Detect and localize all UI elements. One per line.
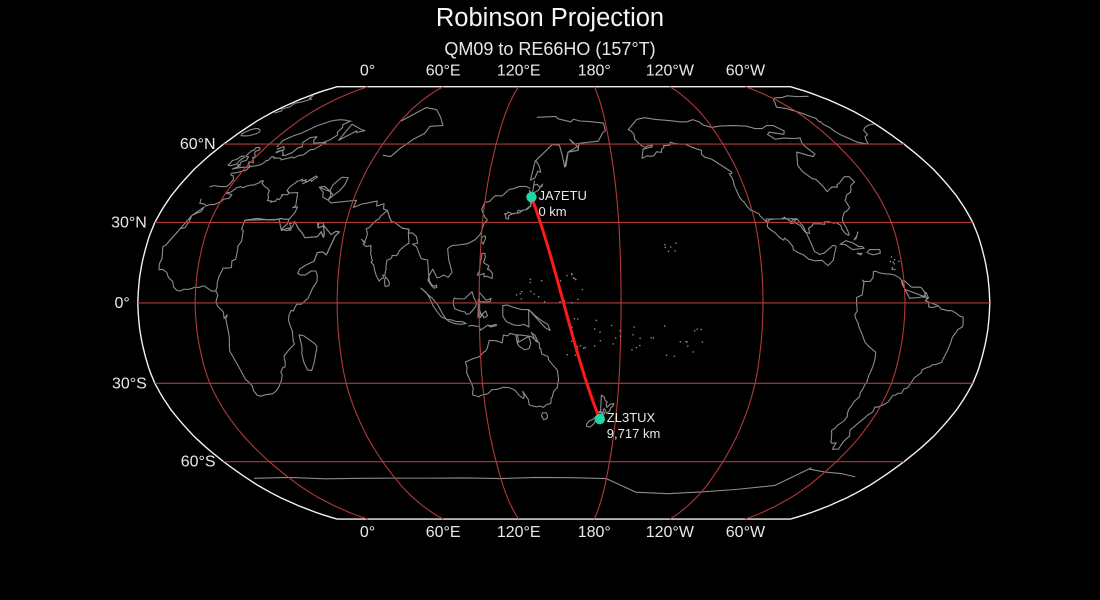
svg-text:60°W: 60°W [726,63,766,80]
svg-text:0°: 0° [115,295,130,312]
svg-text:30°N: 30°N [111,214,147,231]
svg-text:JA7ETU: JA7ETU [538,188,586,203]
svg-text:120°E: 120°E [497,524,541,541]
svg-text:60°W: 60°W [726,524,766,541]
svg-text:180°: 180° [578,524,611,541]
svg-text:0°: 0° [360,524,375,541]
svg-text:60°S: 60°S [181,454,216,471]
svg-text:60°E: 60°E [426,63,461,80]
svg-text:180°: 180° [578,63,611,80]
svg-text:30°S: 30°S [112,375,147,392]
svg-text:0 km: 0 km [538,204,566,219]
svg-text:ZL3TUX: ZL3TUX [607,410,656,425]
svg-text:120°W: 120°W [646,63,695,80]
svg-text:9,717 km: 9,717 km [607,426,660,441]
svg-text:0°: 0° [360,63,375,80]
svg-text:120°W: 120°W [646,524,695,541]
svg-text:120°E: 120°E [497,63,541,80]
svg-text:60°E: 60°E [426,524,461,541]
svg-text:60°N: 60°N [180,136,216,153]
